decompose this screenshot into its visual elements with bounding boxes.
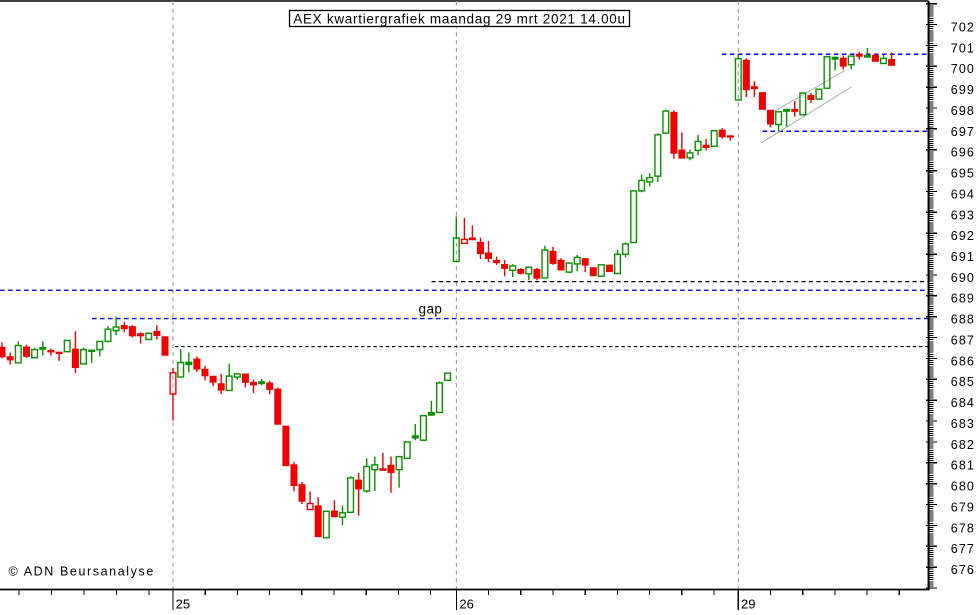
svg-text:685: 685 bbox=[951, 375, 975, 389]
svg-text:© ADN Beursanalyse: © ADN Beursanalyse bbox=[9, 565, 155, 579]
svg-text:687: 687 bbox=[951, 334, 975, 348]
svg-text:700: 700 bbox=[951, 62, 975, 76]
svg-text:676: 676 bbox=[951, 563, 975, 577]
svg-text:693: 693 bbox=[951, 208, 975, 222]
svg-text:697: 697 bbox=[951, 125, 975, 139]
svg-text:683: 683 bbox=[951, 417, 975, 431]
svg-text:686: 686 bbox=[951, 354, 975, 368]
svg-text:689: 689 bbox=[951, 292, 975, 306]
svg-text:692: 692 bbox=[951, 229, 975, 243]
svg-text:26: 26 bbox=[459, 596, 473, 610]
svg-text:682: 682 bbox=[951, 438, 975, 452]
svg-text:681: 681 bbox=[951, 459, 975, 473]
svg-text:701: 701 bbox=[951, 41, 975, 55]
svg-text:680: 680 bbox=[951, 480, 975, 494]
svg-text:698: 698 bbox=[951, 104, 975, 118]
svg-text:679: 679 bbox=[951, 500, 975, 514]
svg-text:AEX kwartiergrafiek maandag 29: AEX kwartiergrafiek maandag 29 mrt 2021 … bbox=[293, 11, 626, 26]
svg-text:702: 702 bbox=[951, 20, 975, 34]
svg-text:gap: gap bbox=[419, 301, 443, 316]
svg-text:691: 691 bbox=[951, 250, 975, 264]
svg-text:684: 684 bbox=[951, 396, 975, 410]
svg-text:688: 688 bbox=[951, 313, 975, 327]
svg-text:694: 694 bbox=[951, 187, 975, 201]
svg-text:690: 690 bbox=[951, 271, 975, 285]
svg-text:699: 699 bbox=[951, 83, 975, 97]
svg-text:696: 696 bbox=[951, 146, 975, 160]
svg-text:25: 25 bbox=[176, 596, 190, 610]
svg-text:29: 29 bbox=[741, 596, 755, 610]
svg-text:678: 678 bbox=[951, 521, 975, 535]
svg-text:695: 695 bbox=[951, 167, 975, 181]
svg-text:677: 677 bbox=[951, 542, 975, 556]
